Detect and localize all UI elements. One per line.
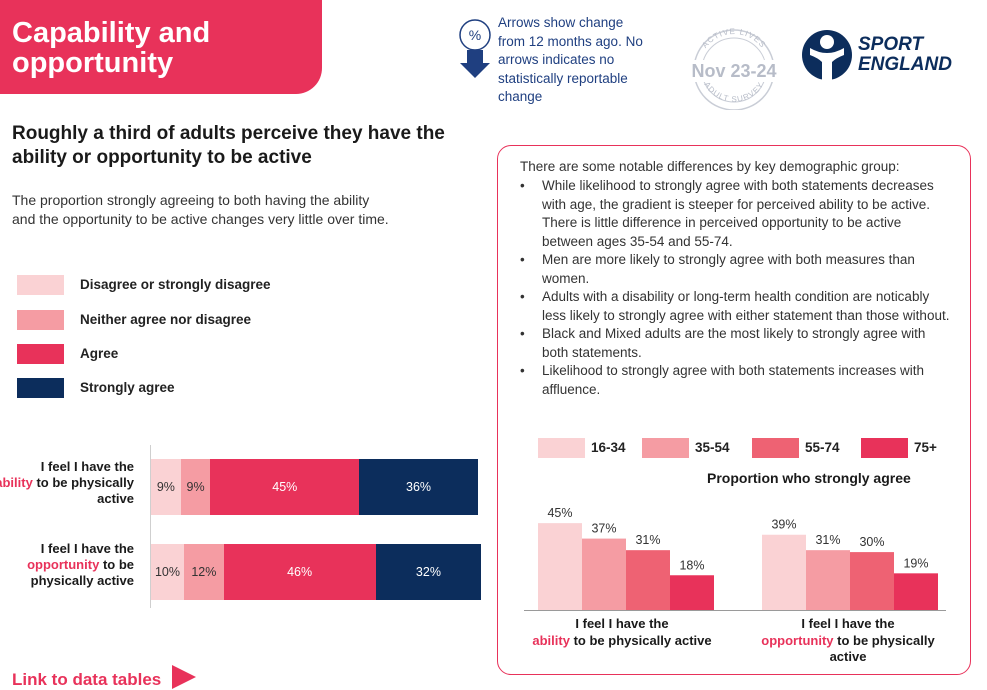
label-pre: I feel I have the	[40, 541, 134, 556]
segment-value-label: 9%	[156, 480, 175, 494]
active-lives-badge: ACTIVE LIVES ADULT SURVEY Nov 23-24	[681, 24, 787, 115]
segment-value-label: 46%	[287, 565, 313, 579]
segment-value-label: 36%	[406, 480, 432, 494]
bar-16-34	[538, 523, 582, 610]
percent-arrow-icon: %	[458, 18, 492, 85]
note-item: While likelihood to strongly agree with …	[520, 177, 950, 251]
label-pre: I feel I have the	[40, 459, 134, 474]
label-post: to be physically active	[30, 557, 134, 588]
segment-value-label: 10%	[154, 565, 181, 579]
bar-value-label: 19%	[903, 556, 928, 570]
seg-neither: 12%	[184, 544, 224, 600]
notes-list: While likelihood to strongly agree with …	[520, 177, 950, 399]
legend-label-neither: Neither agree nor disagree	[80, 312, 252, 327]
legend-swatch-strongly-agree	[17, 378, 64, 398]
note-item: Adults with a disability or long-term he…	[520, 288, 950, 325]
note-item: Black and Mixed adults are the most like…	[520, 325, 950, 362]
seg-neither: 9%	[180, 459, 211, 515]
notes-intro: There are some notable differences by ke…	[520, 159, 900, 174]
legend-label-agree: Agree	[80, 346, 119, 361]
label-highlight: opportunity	[761, 632, 834, 648]
sport-england-wordmark: SPORT ENGLAND	[858, 35, 952, 75]
bar-value-label: 31%	[815, 533, 840, 547]
label-pre: I feel I have the	[801, 616, 895, 631]
age-swatch-16-34	[538, 438, 585, 458]
label-post: to be physically active	[829, 632, 935, 665]
bar-value-label: 31%	[635, 533, 660, 547]
svg-text:ADULT SURVEY: ADULT SURVEY	[702, 80, 765, 104]
age-swatch-75-plus	[861, 438, 908, 458]
age-bar-chart: 45% 37% 31% 18% 39% 31% 30% 19%	[524, 506, 946, 611]
note-item: Men are more likely to strongly agree wi…	[520, 251, 950, 288]
age-label-55-74: 55-74	[805, 440, 840, 455]
arrow-note: Arrows show change from 12 months ago. N…	[498, 15, 643, 104]
bar-value-label: 30%	[859, 535, 884, 549]
legend-swatch-disagree	[17, 275, 64, 295]
label-post: to be physically active	[36, 475, 134, 506]
percent-icon-text: %	[469, 27, 481, 43]
title-banner	[0, 0, 322, 94]
section-heading: Roughly a third of adults perceive they …	[12, 123, 445, 168]
label-pre: I feel I have the	[575, 616, 669, 631]
age-swatch-55-74	[752, 438, 799, 458]
page-title: Capability and opportunity	[12, 17, 211, 79]
right-category-label-opportunity: I feel I have the opportunity to be phys…	[748, 616, 948, 666]
seg-agree: 45%	[210, 459, 360, 515]
segment-value-label: 12%	[191, 565, 217, 579]
seg-disagree: 10%	[151, 544, 185, 600]
bar-35-54	[806, 550, 850, 610]
link-text[interactable]: Link to data tables	[12, 670, 162, 689]
seg-strongly-agree: 36%	[359, 459, 478, 515]
bar-value-label: 18%	[679, 558, 704, 572]
bar-value-label: 37%	[591, 522, 616, 536]
legend-label-strongly-agree: Strongly agree	[80, 380, 175, 395]
intro-text: The proportion strongly agreeing to both…	[12, 192, 389, 227]
seg-agree: 46%	[223, 544, 376, 600]
bar-35-54	[582, 538, 626, 610]
note-item: Likelihood to strongly agree with both s…	[520, 362, 950, 399]
bar-value-label: 39%	[771, 518, 796, 532]
label-highlight: ability	[532, 632, 570, 648]
age-swatch-35-54	[642, 438, 689, 458]
bar-55-74	[850, 552, 894, 610]
seg-strongly-agree: 32%	[375, 544, 482, 600]
seg-disagree: 9%	[151, 459, 181, 515]
data-tables-link[interactable]: Link to data tables	[12, 665, 196, 690]
bar-value-label: 45%	[547, 506, 572, 520]
left-category-label-ability: I feel I have the ability to be physical…	[0, 459, 134, 507]
notes-panel	[497, 145, 971, 675]
bar-16-34	[762, 534, 806, 610]
right-chart-title: Proportion who strongly agree	[707, 470, 911, 486]
label-post: to be physically active	[573, 632, 712, 648]
left-category-label-opportunity: I feel I have the opportunity to be phys…	[0, 541, 134, 589]
arrow-right-icon[interactable]	[170, 665, 196, 689]
age-label-75-plus: 75+	[914, 440, 937, 455]
segment-value-label: 45%	[272, 480, 298, 494]
age-label-16-34: 16-34	[591, 440, 626, 455]
label-highlight: opportunity	[27, 557, 100, 572]
bar-75-plus	[670, 575, 714, 610]
badge-date: Nov 23-24	[691, 61, 776, 81]
sport-england-logo	[800, 28, 854, 87]
segment-value-label: 32%	[415, 565, 441, 579]
legend-swatch-agree	[17, 344, 64, 364]
brand-line-1: SPORT	[858, 34, 924, 55]
segment-value-label: 9%	[186, 480, 205, 494]
right-category-label-ability: I feel I have the ability to be physical…	[522, 616, 722, 649]
brand-line-2: ENGLAND	[858, 54, 952, 75]
legend-swatch-neither	[17, 310, 64, 330]
legend-label-disagree: Disagree or strongly disagree	[80, 277, 271, 292]
bar-75-plus	[894, 573, 938, 610]
label-highlight: ability	[0, 475, 33, 490]
age-label-35-54: 35-54	[695, 440, 730, 455]
bar-55-74	[626, 550, 670, 610]
badge-ring-bottom: ADULT SURVEY	[702, 80, 764, 104]
left-chart-axis	[150, 445, 151, 608]
